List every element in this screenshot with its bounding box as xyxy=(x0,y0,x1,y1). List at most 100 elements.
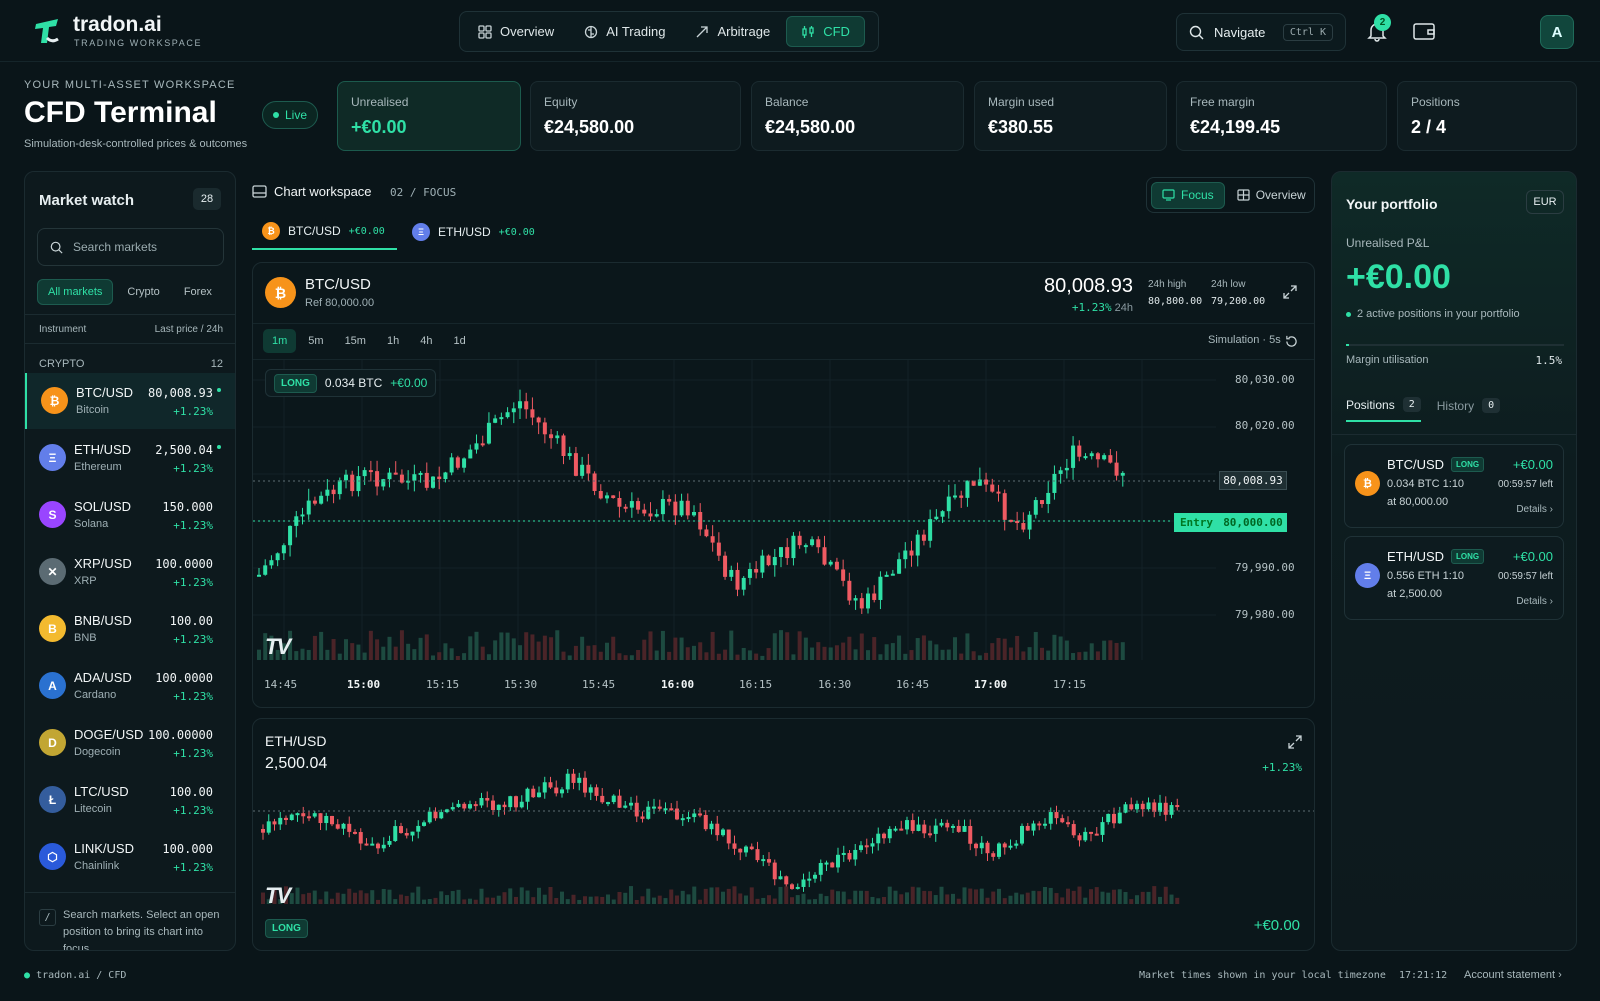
candle-body xyxy=(1129,804,1134,810)
timeframe-1m[interactable]: 1m xyxy=(263,329,297,353)
eth-candlestick-chart[interactable] xyxy=(253,769,1315,919)
tab-crypto[interactable]: Crypto xyxy=(127,286,160,298)
view-focus-button[interactable]: Focus xyxy=(1151,181,1225,209)
account-statement-link[interactable]: Account statement › xyxy=(1464,969,1562,981)
candle-body xyxy=(381,844,386,849)
volume-bar xyxy=(1071,890,1076,904)
expand-icon[interactable] xyxy=(1288,735,1302,749)
volume-bar xyxy=(921,635,926,660)
wallet-icon[interactable] xyxy=(1412,20,1436,42)
market-row-ltc[interactable]: Ł LTC/USD Litecoin 100.00 +1.23% xyxy=(25,772,235,828)
candle-body xyxy=(505,412,510,418)
timeframe-5m[interactable]: 5m xyxy=(308,335,324,347)
candle-body xyxy=(951,825,955,828)
tab-forex[interactable]: Forex xyxy=(183,286,212,298)
volume-bar xyxy=(617,653,622,660)
view-focus-label: Focus xyxy=(1181,188,1214,202)
market-row-link[interactable]: ⬡ LINK/USD Chainlink 100.000 +1.23% xyxy=(25,829,235,885)
position-card-eth[interactable]: Ξ ETH/USD LONG +€0.00 0.556 ETH 1:10 00:59:57… xyxy=(1344,536,1564,620)
candle-body xyxy=(399,826,403,833)
tab-label: History xyxy=(1436,398,1475,413)
candle-body xyxy=(387,472,392,480)
volume-bar xyxy=(899,894,904,904)
market-symbol: BTC/USD xyxy=(76,385,134,400)
timeframe-1h[interactable]: 1h xyxy=(386,335,400,347)
volume-bar xyxy=(710,631,715,660)
volume-bar xyxy=(1033,632,1038,660)
volume-bar xyxy=(300,648,305,660)
market-row-eth[interactable]: Ξ ETH/USD Ethereum 2,500.04 +1.23% xyxy=(25,430,235,486)
position-details-link[interactable]: Details › xyxy=(1516,504,1553,515)
candle-body xyxy=(634,802,639,817)
volume-bar xyxy=(1163,886,1168,904)
currency-selector[interactable]: EUR xyxy=(1526,190,1564,214)
volume-bar xyxy=(480,646,485,660)
candle-body xyxy=(830,862,835,868)
volume-bar xyxy=(1123,892,1128,904)
market-row-sol[interactable]: S SOL/USD Solana 150.000 +1.23% xyxy=(25,487,235,543)
volume-bar xyxy=(859,633,864,660)
volume-bar xyxy=(956,898,961,904)
tab-history[interactable]: History 0 xyxy=(1436,397,1501,422)
volume-bar xyxy=(979,888,984,904)
timeframe-1d[interactable]: 1d xyxy=(453,335,466,347)
nav-cfd[interactable]: CFD xyxy=(786,16,865,47)
volume-bar xyxy=(370,890,375,904)
nav-arbitrage[interactable]: Arbitrage xyxy=(681,16,784,47)
candle-body xyxy=(1135,803,1139,810)
nav-overview[interactable]: Overview xyxy=(464,16,568,47)
market-price: 100.0000 xyxy=(155,557,213,571)
market-row-btc[interactable]: ₿ BTC/USD Bitcoin 80,008.93 +1.23% xyxy=(25,373,235,429)
user-avatar[interactable]: A xyxy=(1540,15,1574,49)
volume-bar xyxy=(732,886,737,904)
margin-utilisation-value: 1.5% xyxy=(1535,354,1563,367)
view-overview-button[interactable]: Overview xyxy=(1227,182,1316,209)
market-row-xrp[interactable]: ✕ XRP/USD XRP 100.0000 +1.23% xyxy=(25,544,235,600)
volume-bar xyxy=(685,647,690,660)
timeframe-4h[interactable]: 4h xyxy=(420,335,433,347)
volume-bar xyxy=(592,645,597,660)
navigate-search[interactable]: Navigate Ctrl K xyxy=(1176,13,1346,51)
volume-bar xyxy=(778,886,783,904)
market-change: +1.23% xyxy=(173,633,213,646)
volume-bar xyxy=(561,651,566,660)
stat-label: Balance xyxy=(765,95,809,109)
candle-body xyxy=(997,843,1001,857)
nav-ai-trading[interactable]: AI Trading xyxy=(570,16,679,47)
tradon-logo-icon[interactable] xyxy=(32,16,62,46)
market-row-bnb[interactable]: B BNB/USD BNB 100.00 +1.23% xyxy=(25,601,235,657)
volume-bar xyxy=(990,643,995,660)
candle-body xyxy=(922,824,927,834)
volume-bar xyxy=(940,649,945,660)
volume-bar xyxy=(583,896,587,904)
volume-bar xyxy=(841,642,846,660)
position-card-btc[interactable]: ₿ BTC/USD LONG +€0.00 0.034 BTC 1:10 00:59:57… xyxy=(1344,444,1564,528)
volume-bar xyxy=(573,645,578,660)
volume-bar xyxy=(657,895,662,904)
position-pnl: +€0.00 xyxy=(390,376,428,390)
btc-candlestick-chart[interactable] xyxy=(253,360,1315,670)
stat-value: +€0.00 xyxy=(351,117,407,137)
tab-all-markets[interactable]: All markets xyxy=(37,279,114,305)
volume-bar xyxy=(344,639,348,660)
market-row-doge[interactable]: D DOGE/USD Dogecoin 100.00000 +1.23% xyxy=(25,715,235,771)
market-search-input[interactable]: Search markets xyxy=(37,228,224,266)
market-row-ada[interactable]: A ADA/USD Cardano 100.0000 +1.23% xyxy=(25,658,235,714)
candle-body xyxy=(959,495,964,498)
candle-body xyxy=(660,498,665,515)
volume-bar xyxy=(767,895,771,904)
chart-tab-btc[interactable]: ₿ BTC/USD +€0.00 xyxy=(252,214,397,250)
timeframe-15m[interactable]: 15m xyxy=(344,335,366,347)
refresh-icon[interactable] xyxy=(1285,335,1298,348)
position-details-link[interactable]: Details › xyxy=(1516,596,1553,607)
chart-tab-eth[interactable]: Ξ ETH/USD +€0.00 xyxy=(412,214,535,250)
footer-path-text: tradon.ai / CFD xyxy=(36,970,127,981)
candle-body xyxy=(518,401,522,409)
volume-bar xyxy=(945,894,950,904)
candle-body xyxy=(284,817,288,821)
divider xyxy=(1332,434,1576,435)
position-tag[interactable]: LONG 0.034 BTC +€0.00 xyxy=(265,369,437,397)
expand-icon[interactable] xyxy=(1283,285,1297,299)
tab-positions[interactable]: Positions 2 xyxy=(1346,397,1421,422)
volume-bar xyxy=(1054,893,1059,904)
